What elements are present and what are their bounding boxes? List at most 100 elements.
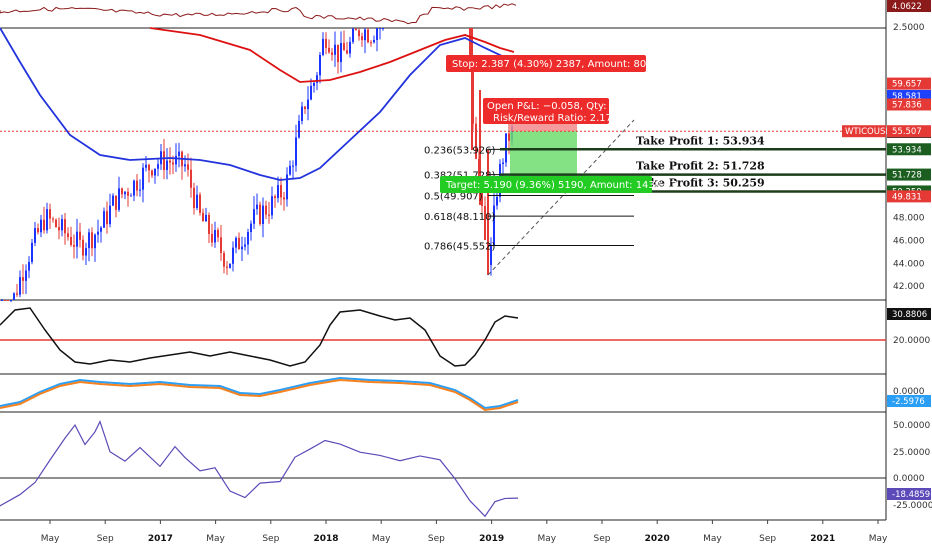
symbol-price-box (887, 125, 931, 138)
candle-body (352, 28, 354, 42)
osc-line (0, 419, 519, 518)
stop-label-text: Stop: 2.387 (4.30%) 2387, Amount: 801.88 (452, 59, 668, 70)
stop-label: Stop: 2.387 (4.30%) 2387, Amount: 801.88 (446, 55, 668, 72)
candle-body (334, 44, 336, 55)
candle-body (199, 194, 201, 213)
time-tick-label: May (869, 534, 888, 544)
price-tick-label: 46.000 (893, 236, 925, 246)
candle-body (133, 180, 135, 196)
rsi-tag-label: 30.8806 (892, 310, 927, 320)
candle-body (241, 246, 243, 250)
candle-body (97, 231, 99, 235)
top-tag-box (887, 0, 931, 12)
osc-tick-label: -25.0000 (893, 501, 932, 511)
candle-body (292, 165, 294, 167)
price-tag-label: 58.581 (892, 92, 922, 102)
candle-body (253, 209, 255, 224)
symbol-price-label: 55.507 (892, 127, 922, 137)
price-tick-label: 48.000 (893, 213, 925, 223)
candle-body (193, 187, 195, 209)
osc-tag-box (887, 488, 931, 500)
candle-body (379, 28, 381, 29)
candle-body (361, 36, 363, 41)
candle-body (271, 196, 273, 216)
candle-body (91, 232, 93, 249)
take-profit-label: Take Profit 2: 51.728 (636, 160, 765, 173)
price-tag-label: 59.657 (892, 80, 922, 90)
candle-body (82, 239, 84, 256)
candle-body (208, 214, 210, 234)
candle-body (94, 234, 96, 249)
candle-body (175, 155, 177, 165)
candle-body (298, 120, 300, 138)
candle-body (22, 277, 24, 281)
rsi-line (0, 307, 519, 367)
time-tick-label: May (703, 534, 722, 544)
candle-body (64, 219, 66, 234)
candle-body (295, 137, 297, 166)
time-tick-label: Sep (594, 534, 611, 544)
candle-body (259, 204, 261, 224)
candle-body (154, 168, 156, 176)
fib-level-label: 0.786(45.552) (424, 241, 496, 252)
time-tick-label: Sep (759, 534, 776, 544)
candle-body (313, 82, 315, 86)
candle-body (265, 205, 267, 215)
candle-body (196, 194, 198, 209)
candle-body (112, 195, 114, 206)
candle-body (268, 214, 270, 216)
time-tick-label: 2020 (645, 534, 670, 544)
candle-body (367, 29, 369, 43)
candle-body (232, 247, 234, 264)
time-axis: May Sep 2017 May Sep 2018 May Sep 2019 May Sep 2020… (41, 520, 888, 544)
candle-body (211, 233, 213, 243)
candle-body (19, 277, 21, 295)
candle-body (508, 133, 510, 141)
candle-body (205, 214, 207, 222)
macd-tag-box (887, 395, 931, 407)
candle-body (502, 162, 504, 164)
candle-body (505, 133, 507, 163)
candle-body (289, 165, 291, 175)
price-tag-box (887, 143, 931, 156)
candle-body (364, 29, 366, 41)
take-profit-label: Take Profit 1: 53.934 (636, 134, 765, 147)
rsi-panel (0, 307, 886, 367)
oscillator-panel (0, 419, 886, 518)
price-tick-label: 42.000 (893, 282, 925, 292)
stop-label-box (446, 55, 646, 72)
macd-tick-label: 0.0000 (893, 387, 925, 397)
price-tag-box (887, 77, 931, 90)
candle-body (34, 228, 36, 243)
candle-body (109, 205, 111, 225)
price-tag-label: 51.728 (892, 171, 922, 181)
fib-level-label: 0.618(48.110) (424, 212, 496, 223)
candle-body (79, 231, 81, 240)
candle-body (73, 244, 75, 247)
time-tick-label: Sep (428, 534, 445, 544)
candle-body (46, 209, 48, 231)
candle-body (103, 211, 105, 228)
candle-body (106, 211, 108, 225)
candle-body (61, 219, 63, 231)
candle-body (349, 41, 351, 54)
ma-fast-line (0, 27, 515, 181)
price-panel: 0.236(53.926)0.382(51.728)0.5(49.907)0.6… (0, 27, 886, 303)
candle-body (52, 218, 54, 220)
candle-body (124, 191, 126, 195)
top-tag-label: 4.0622 (892, 2, 922, 12)
candle-body (343, 43, 345, 51)
candle-body (481, 181, 483, 207)
candle-body (202, 212, 204, 222)
candle-body (55, 219, 57, 228)
time-tick-label: May (537, 534, 556, 544)
candle-body (346, 50, 348, 54)
candle-body (262, 205, 264, 224)
candle-body (319, 54, 321, 76)
time-tick-label: May (206, 534, 225, 544)
candle-body (304, 106, 306, 110)
price-tag-label: 49.831 (892, 192, 922, 202)
candle-body (328, 47, 330, 53)
candles (1, 28, 513, 303)
candle-body (310, 85, 312, 100)
